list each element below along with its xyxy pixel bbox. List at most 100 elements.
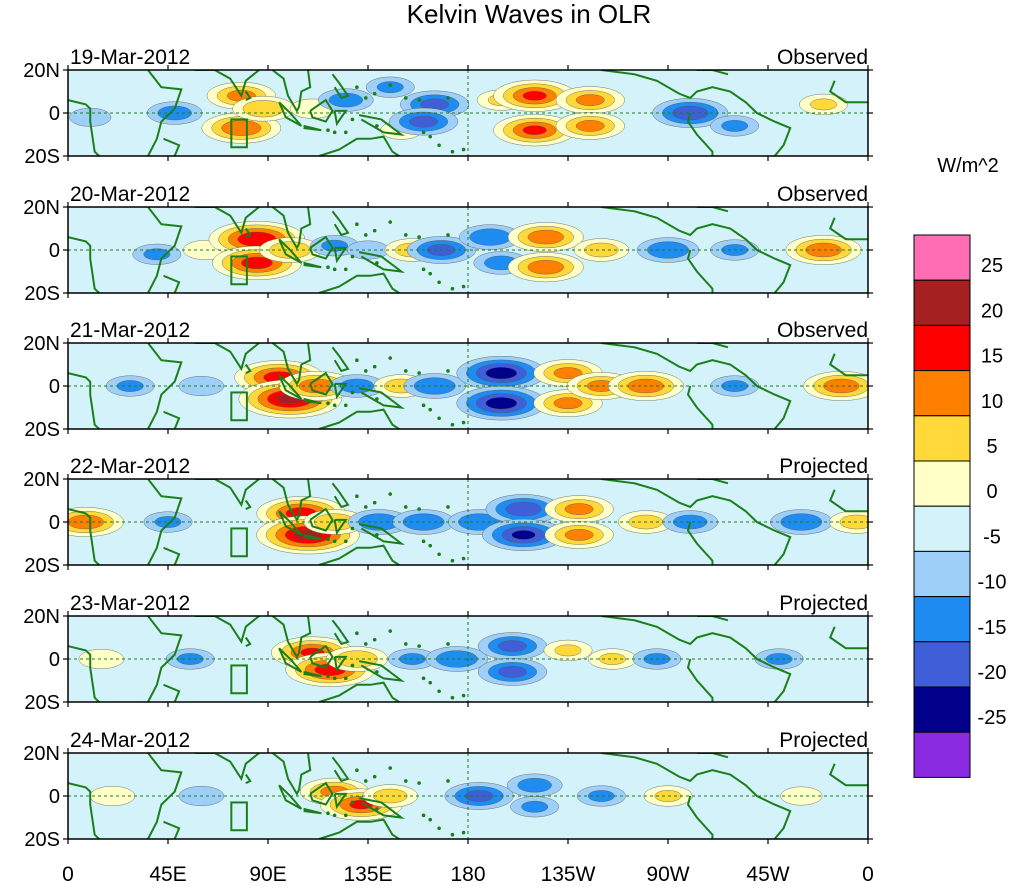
island (375, 397, 379, 401)
x-tick-label: 90W (646, 863, 689, 886)
coastline (828, 80, 868, 104)
island (355, 358, 359, 363)
lat-tick-label: 20S (24, 419, 60, 441)
lat-tick-label: 20N (23, 197, 60, 219)
coastline (318, 818, 400, 839)
coastline (696, 479, 729, 485)
island (437, 689, 441, 694)
colorbar-tick-label: 20 (981, 300, 1003, 322)
island (421, 403, 426, 408)
anomaly-contour (553, 397, 583, 410)
anomaly-contour (68, 514, 104, 530)
colorbar-bin (913, 234, 971, 281)
colorbar-bin (913, 370, 971, 417)
coastline (68, 236, 100, 293)
index-box (230, 527, 248, 558)
coastline (333, 246, 348, 264)
coastline (828, 217, 868, 241)
coastline (163, 683, 181, 702)
island (332, 403, 337, 408)
colorbar: W/m^2 25 20 15 10 5 0 -5 -10 -15 -20 -25 (913, 155, 1007, 778)
coastline (309, 371, 334, 396)
colorbar-bin (913, 686, 971, 733)
island (450, 286, 455, 291)
island (446, 642, 450, 646)
island (403, 779, 408, 783)
island (350, 254, 355, 259)
lat-tick-label: 20S (24, 283, 60, 305)
colorbar-bin (913, 415, 971, 462)
lat-tick-label: 0 (49, 240, 60, 262)
lat-tick-label: 20S (24, 555, 60, 577)
colorbar-bin (913, 731, 971, 778)
coastline (68, 508, 100, 565)
colorbar-bin (913, 279, 971, 326)
anomaly-field (68, 207, 868, 293)
island (343, 539, 348, 544)
island (372, 774, 377, 779)
coastline (244, 773, 252, 785)
coastline (358, 387, 405, 409)
coastline (303, 261, 322, 269)
coastline (147, 70, 183, 156)
anomaly-contour (810, 98, 837, 111)
anomaly-contour (564, 503, 594, 515)
x-tick-label: 0 (62, 863, 74, 886)
island (343, 267, 348, 272)
coastline (333, 382, 348, 400)
anomaly-contour (376, 81, 404, 94)
coastline (244, 499, 252, 511)
island (421, 813, 426, 818)
anomaly-contour (241, 256, 273, 269)
colorbar-bin (913, 550, 971, 598)
island (388, 766, 393, 770)
coastline (271, 753, 312, 796)
coastline (601, 479, 792, 565)
coastline (318, 544, 400, 565)
anomaly-contour (242, 100, 285, 118)
map-panel: 20N 0 20S 24-Mar-2012 Projected (23, 729, 873, 851)
island (375, 533, 379, 537)
island (363, 642, 368, 646)
coastline (686, 658, 714, 702)
coastline (271, 479, 312, 522)
anomaly-field (68, 616, 868, 702)
coastline (163, 137, 181, 156)
map-panel: 20N 0 20S 21-Mar-2012 Observed (23, 319, 873, 441)
coastline (309, 781, 334, 806)
island (446, 779, 450, 783)
coastline (194, 753, 260, 782)
anomaly-contour (522, 91, 547, 101)
island (350, 390, 355, 395)
coastline (601, 70, 792, 156)
coastline (686, 112, 714, 156)
island (428, 543, 433, 548)
coastline (303, 533, 322, 541)
coastline (686, 385, 714, 429)
coastline (271, 343, 312, 386)
panel-date: 23-Mar-2012 (70, 592, 190, 615)
colorbar-units-label: W/m^2 (937, 155, 999, 177)
panel-date: 24-Mar-2012 (70, 729, 190, 752)
island (326, 128, 330, 132)
coastline (278, 784, 303, 810)
anomaly-contour (554, 644, 582, 657)
island (446, 96, 450, 100)
coastline (318, 681, 400, 702)
island (428, 817, 433, 822)
anomaly-contour (469, 228, 512, 246)
colorbar-tick-label: -20 (978, 662, 1007, 684)
island (417, 781, 421, 785)
island (350, 117, 355, 122)
island (461, 830, 466, 835)
coastline (303, 397, 322, 405)
island (332, 130, 337, 135)
coastline (318, 408, 400, 429)
anomaly-contour (553, 367, 583, 379)
coastline (601, 616, 792, 702)
coastline (163, 274, 181, 293)
panel-status: Projected (779, 729, 868, 752)
island (403, 505, 408, 509)
coastline (278, 238, 303, 264)
index-box (230, 664, 248, 695)
